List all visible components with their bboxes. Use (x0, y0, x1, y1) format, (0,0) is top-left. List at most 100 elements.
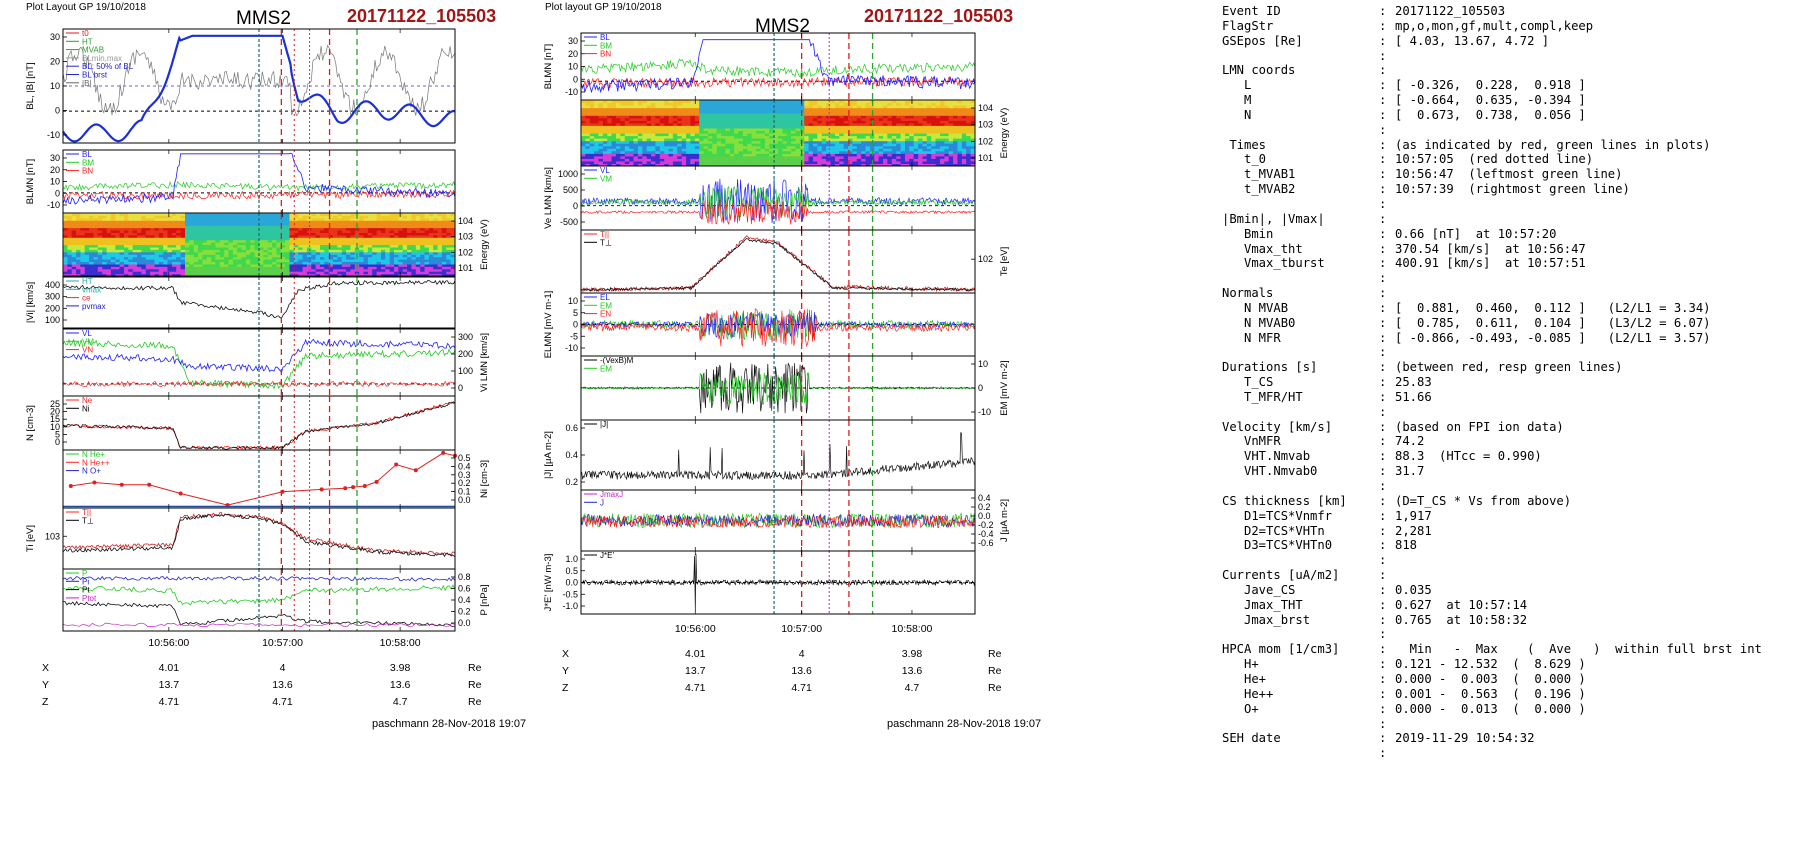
spectrogram-cell (729, 100, 735, 104)
spectrogram-cell (655, 122, 661, 126)
spectrogram-cell (646, 135, 652, 139)
legend-entry: Pi (82, 577, 89, 586)
spectrogram-cell (167, 234, 173, 238)
spectrogram-cell (655, 127, 661, 131)
spectrogram-cell (708, 127, 713, 131)
spectrogram-cell (830, 105, 836, 109)
spectrogram-cell (354, 268, 360, 272)
spectrogram-cell (948, 133, 954, 137)
spectrogram-cell (589, 133, 595, 137)
spectrogram-cell (224, 234, 230, 238)
spectrogram-cell (738, 130, 744, 134)
spectrogram-cell (293, 227, 299, 231)
spectrogram-cell (141, 220, 147, 224)
spectrogram-cell (883, 153, 889, 157)
spectrogram-cell (407, 266, 413, 270)
spectrogram-cell (681, 120, 687, 124)
spectrogram-cell (646, 127, 652, 131)
spectrogram-cell (232, 215, 238, 219)
spectrogram-cell (293, 215, 299, 219)
spectrogram-cell (245, 222, 251, 226)
spectrogram-cell (154, 234, 160, 238)
spectrogram-cell (791, 102, 797, 106)
spectrogram-cell (346, 254, 352, 258)
spectrogram-cell (328, 254, 334, 258)
spectrogram-cell (141, 232, 147, 236)
spectrogram-cell (154, 261, 160, 265)
spectrogram-cell (376, 271, 382, 275)
spectrogram-cell (738, 138, 744, 142)
spectrogram-cell (198, 237, 203, 241)
spectrogram-cell (372, 266, 378, 270)
spectrogram-cell (311, 227, 317, 231)
spectrogram-cell (171, 213, 177, 216)
spectrogram-cell (115, 225, 121, 229)
spectrogram-cell (795, 127, 801, 131)
spectrogram-cell (428, 242, 434, 246)
spectrogram-cell (909, 105, 915, 109)
spectrogram-cell (346, 246, 352, 250)
spectrogram-cell (315, 256, 321, 260)
spectrogram-cell (743, 130, 748, 134)
spectrogram-cell (830, 148, 836, 152)
spectrogram-cell (747, 133, 753, 137)
spectrogram-cell (102, 237, 108, 241)
spectrogram-cell (747, 110, 753, 114)
spectrogram-cell (102, 251, 108, 255)
spectrogram-cell (424, 249, 430, 253)
spectrogram-cell (385, 268, 391, 272)
spectrogram-cell (655, 112, 661, 116)
spectrogram-cell (154, 266, 160, 270)
spectrogram-cell (67, 220, 73, 224)
spectrogram-cell (782, 150, 788, 154)
spectrogram-cell (363, 256, 369, 260)
spectrogram-cell (716, 120, 722, 124)
spectrogram-cell (944, 117, 950, 121)
spectrogram-cell (441, 268, 447, 272)
spectrogram-cell (311, 234, 317, 238)
spectrogram-cell (659, 122, 665, 126)
spectrogram-cell (747, 155, 753, 159)
spectrogram-cell (315, 266, 321, 270)
spectrogram-cell (633, 127, 639, 131)
spectrogram-cell (699, 127, 705, 131)
spectrogram-cell (843, 112, 849, 116)
spectrogram-cell (957, 130, 963, 134)
spectrogram-cell (905, 143, 910, 147)
spectrogram-cell (686, 153, 692, 157)
spectrogram-cell (311, 251, 317, 255)
spectrogram-cell (883, 135, 889, 139)
spectrogram-cell (193, 263, 199, 267)
spectrogram-cell (293, 239, 299, 243)
spectrogram-cell (241, 230, 247, 233)
spectrogram-cell (402, 251, 408, 255)
y-tick-label: 103 (45, 531, 60, 541)
spectrogram-cell (402, 244, 408, 248)
spectrogram-cell (219, 271, 225, 275)
spectrogram-cell (659, 130, 665, 134)
spectrogram-cell (681, 163, 687, 167)
spectrogram-cell (799, 122, 805, 126)
spectrogram-cell (681, 145, 687, 149)
spectrogram-cell (150, 244, 156, 248)
spectrogram-cell (250, 237, 256, 241)
spectrogram-cell (381, 259, 386, 262)
spectrogram-cell (171, 254, 177, 258)
spectrogram-cell (158, 237, 164, 241)
spectrogram-cell (821, 120, 827, 124)
spectrogram-cell (834, 160, 840, 164)
spectrogram-cell (813, 135, 818, 139)
spectrogram-cell (350, 259, 356, 262)
spectrogram-cell (852, 145, 858, 149)
spectrogram-cell (215, 232, 221, 236)
spectrogram-cell (359, 266, 365, 270)
spectrogram-cell (703, 158, 709, 162)
spectrogram-cell (585, 122, 591, 126)
spectrogram-cell (137, 215, 142, 219)
spectrogram-cell (124, 237, 129, 241)
spectrogram-cell (896, 140, 902, 144)
spectrogram-cell (795, 122, 801, 126)
spectrogram-cell (441, 237, 447, 241)
spectrogram-cell (381, 222, 386, 226)
spectrogram-cell (764, 107, 770, 111)
